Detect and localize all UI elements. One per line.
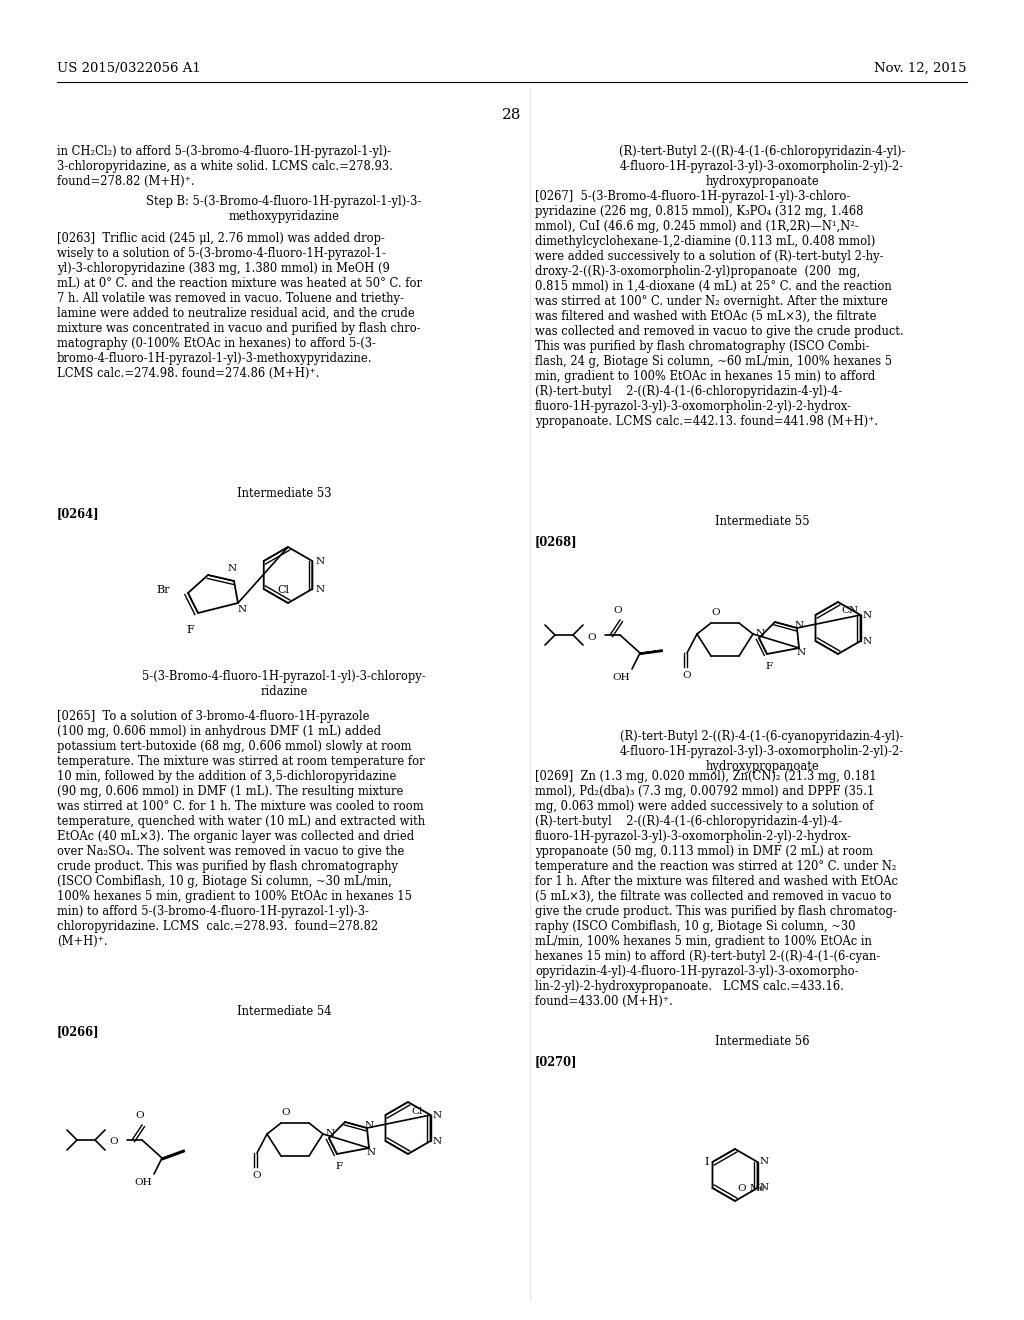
Text: 28: 28	[503, 108, 521, 121]
Text: [0270]: [0270]	[535, 1055, 578, 1068]
Text: O: O	[587, 632, 596, 642]
Text: I: I	[703, 1158, 709, 1167]
Text: N: N	[238, 605, 247, 614]
Text: Cl: Cl	[278, 585, 289, 595]
Text: N: N	[760, 1184, 769, 1192]
Text: 5-(3-Bromo-4-fluoro-1H-pyrazol-1-yl)-3-chloropy-
ridazine: 5-(3-Bromo-4-fluoro-1H-pyrazol-1-yl)-3-c…	[142, 671, 426, 698]
Text: N: N	[367, 1148, 376, 1158]
Text: O: O	[613, 606, 623, 615]
Text: N: N	[795, 622, 804, 631]
Text: N: N	[326, 1130, 335, 1138]
Text: N: N	[432, 1110, 441, 1119]
Text: O: O	[282, 1107, 291, 1117]
Text: N: N	[862, 636, 871, 645]
Text: F: F	[186, 624, 194, 635]
Text: Intermediate 54: Intermediate 54	[237, 1005, 331, 1018]
Text: O: O	[109, 1138, 118, 1147]
Text: Cl: Cl	[411, 1107, 422, 1115]
Text: N: N	[756, 630, 765, 639]
Text: F: F	[336, 1162, 343, 1171]
Text: [0269]  Zn (1.3 mg, 0.020 mmol), Zn(CN)₂ (21.3 mg, 0.181
mmol), Pd₂(dba)₃ (7.3 m: [0269] Zn (1.3 mg, 0.020 mmol), Zn(CN)₂ …	[535, 770, 898, 1008]
Text: N: N	[315, 585, 325, 594]
Text: O: O	[683, 671, 691, 680]
Text: Nov. 12, 2015: Nov. 12, 2015	[874, 62, 967, 75]
Text: N: N	[862, 610, 871, 619]
Text: N: N	[227, 564, 237, 573]
Text: [0263]  Triflic acid (245 μl, 2.76 mmol) was added drop-
wisely to a solution of: [0263] Triflic acid (245 μl, 2.76 mmol) …	[57, 232, 422, 380]
Text: CN: CN	[841, 606, 858, 615]
Text: [0268]: [0268]	[535, 535, 578, 548]
Text: (R)-tert-Butyl 2-((R)-4-(1-(6-cyanopyridazin-4-yl)-
4-fluoro-1H-pyrazol-3-yl)-3-: (R)-tert-Butyl 2-((R)-4-(1-(6-cyanopyrid…	[620, 730, 904, 774]
Text: in CH₂Cl₂) to afford 5-(3-bromo-4-fluoro-1H-pyrazol-1-yl)-
3-chloropyridazine, a: in CH₂Cl₂) to afford 5-(3-bromo-4-fluoro…	[57, 145, 393, 187]
Text: O: O	[737, 1184, 745, 1193]
Text: [0265]  To a solution of 3-bromo-4-fluoro-1H-pyrazole
(100 mg, 0.606 mmol) in an: [0265] To a solution of 3-bromo-4-fluoro…	[57, 710, 425, 948]
Text: Intermediate 53: Intermediate 53	[237, 487, 331, 500]
Text: Intermediate 55: Intermediate 55	[715, 515, 809, 528]
Text: Me: Me	[749, 1184, 765, 1193]
Text: N: N	[760, 1158, 769, 1167]
Text: US 2015/0322056 A1: US 2015/0322056 A1	[57, 62, 201, 75]
Text: Br: Br	[157, 585, 170, 595]
Text: [0264]: [0264]	[57, 507, 99, 520]
Text: (R)-tert-Butyl 2-((R)-4-(1-(6-chloropyridazin-4-yl)-
4-fluoro-1H-pyrazol-3-yl)-3: (R)-tert-Butyl 2-((R)-4-(1-(6-chloropyri…	[618, 145, 905, 187]
Text: N: N	[797, 648, 806, 657]
Text: Intermediate 56: Intermediate 56	[715, 1035, 809, 1048]
Text: [0267]  5-(3-Bromo-4-fluoro-1H-pyrazol-1-yl)-3-chloro-
pyridazine (226 mg, 0.815: [0267] 5-(3-Bromo-4-fluoro-1H-pyrazol-1-…	[535, 190, 904, 428]
Text: O: O	[712, 609, 720, 616]
Text: Step B: 5-(3-Bromo-4-fluoro-1H-pyrazol-1-yl)-3-
methoxypyridazine: Step B: 5-(3-Bromo-4-fluoro-1H-pyrazol-1…	[146, 195, 422, 223]
Text: O: O	[253, 1171, 261, 1180]
Text: N: N	[432, 1137, 441, 1146]
Text: OH: OH	[134, 1177, 152, 1187]
Text: N: N	[365, 1122, 374, 1130]
Text: F: F	[765, 663, 772, 671]
Text: N: N	[315, 557, 325, 565]
Text: [0266]: [0266]	[57, 1026, 99, 1038]
Text: O: O	[136, 1111, 144, 1119]
Text: OH: OH	[612, 673, 630, 682]
